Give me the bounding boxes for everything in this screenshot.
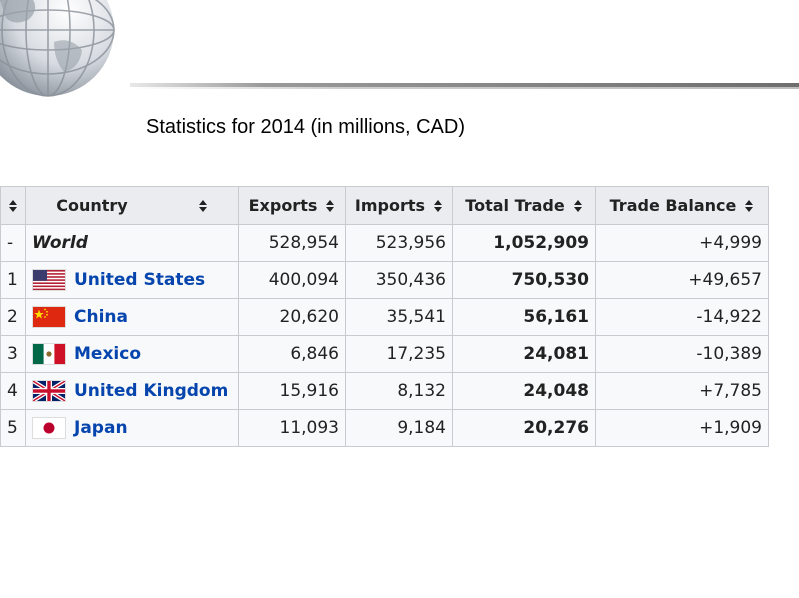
uk-flag-icon <box>32 380 66 402</box>
mexico-flag-icon <box>32 343 66 365</box>
imports-cell: 350,436 <box>345 261 453 299</box>
exports-cell: 11,093 <box>238 409 346 447</box>
title-divider <box>130 83 799 87</box>
total-trade-cell: 24,081 <box>452 335 596 373</box>
header-country-label: Country <box>56 196 128 215</box>
header-exports[interactable]: Exports <box>238 186 346 225</box>
rank-cell: - <box>0 224 26 262</box>
country-cell: Japan <box>25 409 239 447</box>
sort-icon[interactable] <box>433 199 443 214</box>
total-trade-cell: 24,048 <box>452 372 596 410</box>
country-cell: Mexico <box>25 335 239 373</box>
total-trade-cell: 56,161 <box>452 298 596 336</box>
total-trade-cell: 1,052,909 <box>452 224 596 262</box>
imports-cell: 17,235 <box>345 335 453 373</box>
table-row: 1 United States 400,094 350, <box>0 261 769 299</box>
header-total-label: Total Trade <box>465 196 565 215</box>
country-cell: United Kingdom <box>25 372 239 410</box>
exports-cell: 20,620 <box>238 298 346 336</box>
sort-icon[interactable] <box>573 199 583 214</box>
trade-balance-cell: -14,922 <box>595 298 769 336</box>
header-balance-label: Trade Balance <box>609 196 737 215</box>
rank-cell: 4 <box>0 372 26 410</box>
title-divider-shadow <box>130 87 799 89</box>
country-cell: United States <box>25 261 239 299</box>
japan-flag-icon <box>32 417 66 439</box>
country-cell: China <box>25 298 239 336</box>
header-rank[interactable] <box>0 186 26 225</box>
trade-statistics-table: Country Exports Imports Total Trade Trad… <box>0 186 769 447</box>
sort-icon[interactable] <box>325 199 335 214</box>
country-link[interactable]: United Kingdom <box>74 381 229 401</box>
imports-cell: 8,132 <box>345 372 453 410</box>
trade-balance-cell: +4,999 <box>595 224 769 262</box>
table-row: 4 United Kingdom 15,916 8,132 24,048 +7,… <box>0 372 769 410</box>
total-trade-cell: 20,276 <box>452 409 596 447</box>
rank-cell: 3 <box>0 335 26 373</box>
country-link[interactable]: China <box>74 307 128 327</box>
header-exports-label: Exports <box>248 196 318 215</box>
table-row: 5 Japan 11,093 9,184 20,276 +1,909 <box>0 409 769 447</box>
country-name: World <box>32 233 88 253</box>
page-title: Statistics for 2014 (in millions, CAD) <box>146 116 465 138</box>
country-cell: World <box>25 224 239 262</box>
trade-balance-cell: -10,389 <box>595 335 769 373</box>
table-header-row: Country Exports Imports Total Trade Trad… <box>0 186 769 225</box>
table-row: 2 China 20,620 35,541 56,161 -14,922 <box>0 298 769 336</box>
exports-cell: 15,916 <box>238 372 346 410</box>
rank-cell: 1 <box>0 261 26 299</box>
globe-logo-icon <box>0 0 115 97</box>
rank-cell: 2 <box>0 298 26 336</box>
trade-balance-cell: +1,909 <box>595 409 769 447</box>
table-row: - World 528,954 523,956 1,052,909 +4,999 <box>0 224 769 262</box>
header-imports[interactable]: Imports <box>345 186 453 225</box>
imports-cell: 9,184 <box>345 409 453 447</box>
header-country[interactable]: Country <box>25 186 239 225</box>
country-link[interactable]: United States <box>74 270 206 290</box>
sort-icon[interactable] <box>198 199 208 214</box>
exports-cell: 6,846 <box>238 335 346 373</box>
country-link[interactable]: Mexico <box>74 344 141 364</box>
total-trade-cell: 750,530 <box>452 261 596 299</box>
imports-cell: 35,541 <box>345 298 453 336</box>
header-trade-balance[interactable]: Trade Balance <box>595 186 769 225</box>
country-link[interactable]: Japan <box>74 418 128 438</box>
table-row: 3 Mexico 6,846 17,235 24,081 -10,389 <box>0 335 769 373</box>
sort-icon[interactable] <box>744 199 754 214</box>
exports-cell: 400,094 <box>238 261 346 299</box>
sort-icon[interactable] <box>8 199 18 214</box>
exports-cell: 528,954 <box>238 224 346 262</box>
us-flag-icon <box>32 269 66 291</box>
header-total-trade[interactable]: Total Trade <box>452 186 596 225</box>
rank-cell: 5 <box>0 409 26 447</box>
china-flag-icon <box>32 306 66 328</box>
imports-cell: 523,956 <box>345 224 453 262</box>
header-imports-label: Imports <box>354 196 426 215</box>
trade-balance-cell: +7,785 <box>595 372 769 410</box>
trade-balance-cell: +49,657 <box>595 261 769 299</box>
